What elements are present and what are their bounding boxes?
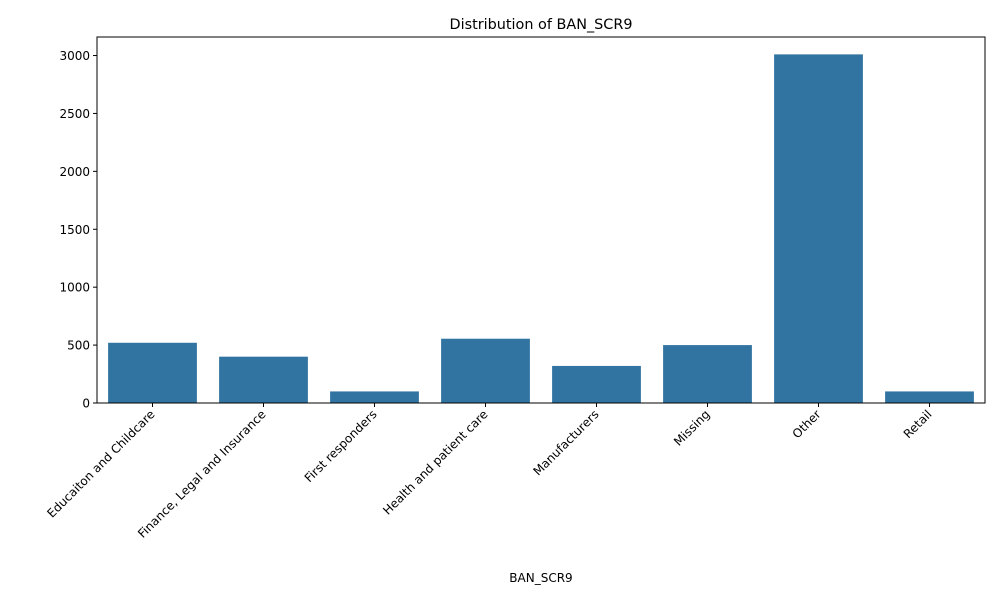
bar: [330, 391, 419, 403]
y-tick-label: 3000: [59, 49, 90, 63]
bar: [108, 342, 197, 403]
x-tick-label: Finance, Legal and Insurance: [135, 407, 268, 540]
x-tick-label: Other: [790, 407, 824, 441]
y-tick-label: 2500: [59, 107, 90, 121]
bar: [663, 345, 752, 403]
bar: [441, 338, 530, 403]
y-tick-label: 2000: [59, 165, 90, 179]
plot-frame: [96, 36, 986, 404]
y-tick-label: 0: [82, 397, 90, 411]
bars-group: [108, 54, 974, 404]
x-axis-label: BAN_SCR9: [509, 571, 572, 585]
bar: [774, 54, 863, 404]
y-tick-label: 500: [67, 339, 90, 353]
x-tick-label: Retail: [901, 407, 935, 441]
chart-title: Distribution of BAN_SCR9: [450, 17, 633, 33]
y-tick-label: 1000: [59, 281, 90, 295]
y-axis: 0 500 1000 1500 2000 2500 3000: [59, 49, 97, 411]
bar: [219, 356, 308, 403]
x-tick-label: Manufacturers: [530, 407, 601, 478]
y-tick-label: 1500: [59, 223, 90, 237]
x-tick-label: Educaiton and Childcare: [44, 407, 157, 520]
bar: [885, 391, 974, 403]
bar: [552, 365, 641, 403]
x-tick-label: Missing: [671, 407, 713, 449]
x-tick-label: Health and patient care: [380, 407, 490, 517]
x-tick-label: First responders: [302, 407, 380, 485]
